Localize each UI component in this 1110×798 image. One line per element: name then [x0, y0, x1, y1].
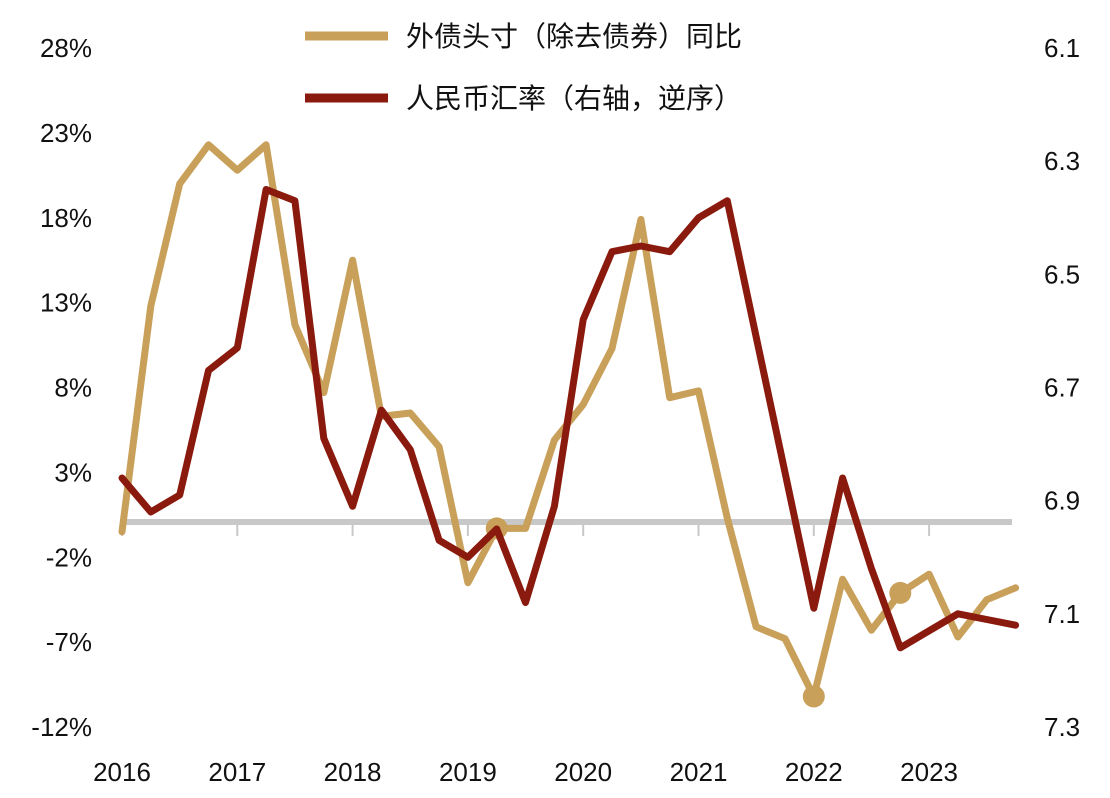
y-right-tick-label: 6.3	[1044, 146, 1080, 176]
y-axis-left: 28% 23% 18% 13% 8% 3% -2% -7% -12%	[31, 33, 92, 742]
y-right-tick-label: 6.7	[1044, 373, 1080, 403]
x-tick-label: 2017	[208, 757, 266, 787]
x-tick-label: 2019	[439, 757, 497, 787]
x-tick-label: 2018	[324, 757, 382, 787]
x-axis: 2016 2017 2018 2019 2020 2021 2022 2023	[93, 522, 958, 787]
y-left-tick-label: 3%	[54, 457, 92, 487]
x-tick-label: 2020	[554, 757, 612, 787]
series-point-marker	[889, 581, 912, 604]
series-group	[118, 141, 1020, 708]
x-tick-label: 2023	[900, 757, 958, 787]
y-left-tick-label: -7%	[46, 627, 92, 657]
y-right-tick-label: 6.9	[1044, 486, 1080, 516]
legend-label-rmb-rate: 人民币汇率（右轴，逆序）	[406, 82, 742, 115]
x-tick-label: 2022	[785, 757, 843, 787]
y-left-tick-label: 18%	[40, 203, 92, 233]
y-left-tick-label: 8%	[54, 373, 92, 403]
y-axis-right: 6.1 6.3 6.5 6.7 6.9 7.1 7.3	[1044, 33, 1080, 742]
y-left-tick-label: 23%	[40, 118, 92, 148]
x-tick-label: 2021	[670, 757, 728, 787]
legend-label-external-debt: 外债头寸（除去债券）同比	[406, 20, 742, 53]
y-left-tick-label: 13%	[40, 288, 92, 318]
legend: 外债头寸（除去债券）同比 人民币汇率（右轴，逆序）	[305, 20, 742, 115]
series-line-rmb-rate	[118, 186, 1020, 652]
y-right-tick-label: 7.1	[1044, 599, 1080, 629]
y-left-tick-label: -2%	[46, 542, 92, 572]
y-right-tick-label: 6.5	[1044, 259, 1080, 289]
y-left-tick-label: 28%	[40, 33, 92, 63]
series-point-marker	[802, 685, 825, 708]
y-right-tick-label: 6.1	[1044, 33, 1080, 63]
y-right-tick-label: 7.3	[1044, 712, 1080, 742]
y-left-tick-label: -12%	[31, 712, 92, 742]
x-tick-label: 2016	[93, 757, 151, 787]
